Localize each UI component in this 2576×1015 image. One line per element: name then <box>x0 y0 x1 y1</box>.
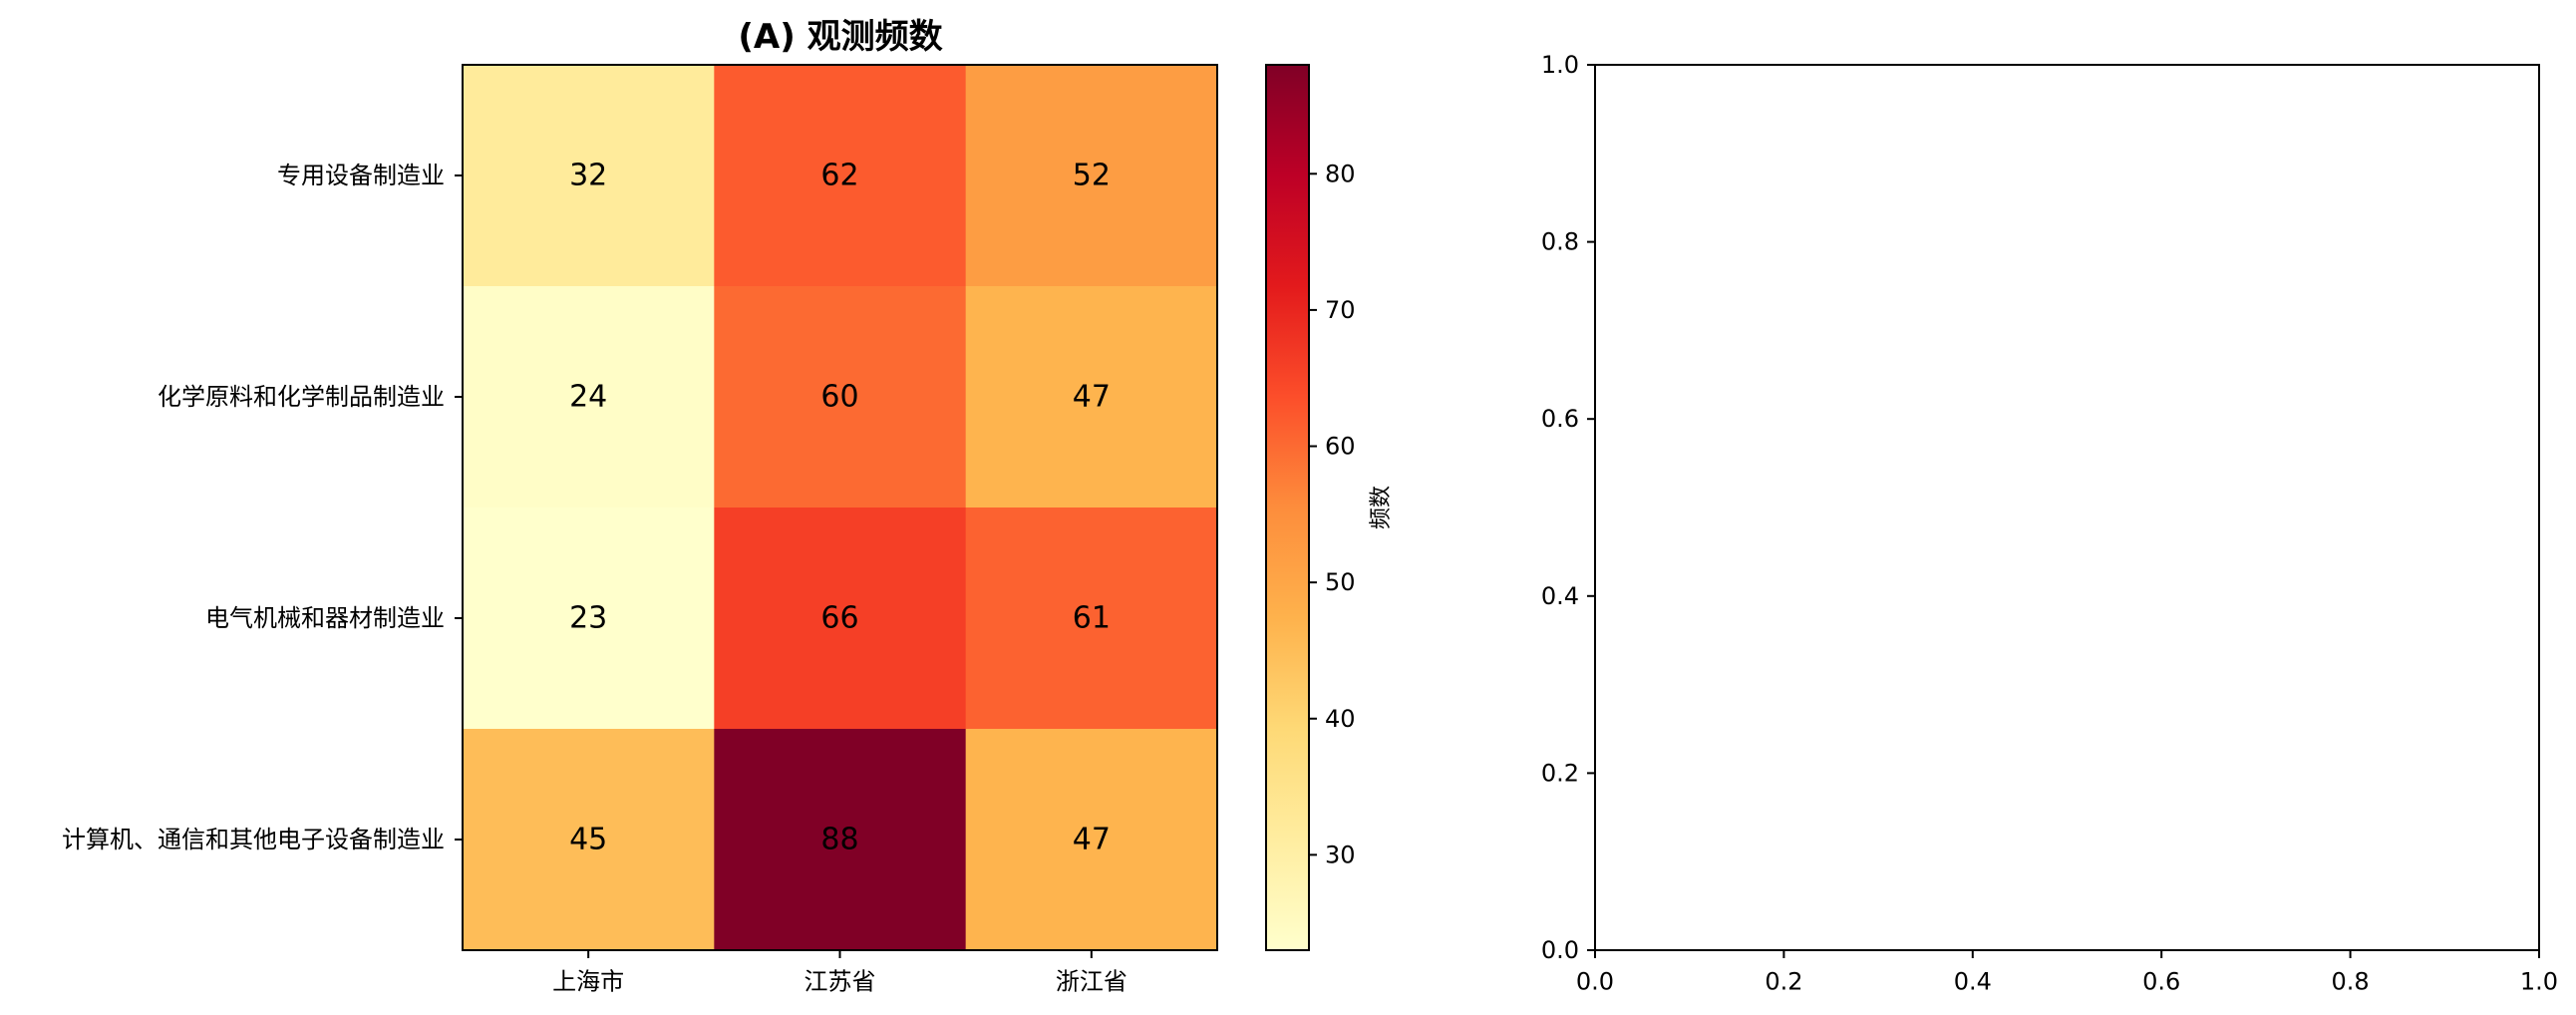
empty-axes-x-tick-label: 0.8 <box>2332 968 2370 996</box>
heatmap-cell-label: 62 <box>820 159 858 193</box>
heatmap-cell <box>965 729 1218 951</box>
heatmap-x-tick-label: 江苏省 <box>805 968 876 996</box>
heatmap-cell-label: 66 <box>820 601 858 636</box>
empty-axes-y-tick-label: 1.0 <box>1541 51 1579 79</box>
heatmap-cell-label: 32 <box>569 159 607 193</box>
empty-axes-x-tick-label: 0.6 <box>2142 968 2180 996</box>
heatmap-y-tick-label: 化学原料和化学制品制造业 <box>158 383 445 411</box>
heatmap-y-tick-labels: 专用设备制造业化学原料和化学制品制造业电气机械和器材制造业计算机、通信和其他电子… <box>62 162 463 853</box>
colorbar-tick-label: 60 <box>1325 433 1356 461</box>
heatmap-cell <box>965 65 1218 287</box>
heatmap-cell <box>463 65 715 287</box>
heatmap-cell-label: 60 <box>820 380 858 415</box>
heatmap-title: (A) 观测频数 <box>738 17 942 57</box>
colorbar-tick-label: 50 <box>1325 568 1356 596</box>
heatmap-cell <box>463 508 715 730</box>
colorbar-tick-label: 30 <box>1325 841 1356 868</box>
heatmap-x-tick-label: 浙江省 <box>1056 968 1127 996</box>
heatmap-cell-label: 52 <box>1073 159 1111 193</box>
heatmap-cell <box>714 286 967 508</box>
heatmap-cell <box>463 286 715 508</box>
colorbar-label: 频数 <box>1369 486 1394 529</box>
heatmap-y-tick-label: 计算机、通信和其他电子设备制造业 <box>62 826 445 853</box>
empty-axes-y-tick-label: 0.6 <box>1541 405 1579 433</box>
empty-axes-y-tick-label: 0.0 <box>1541 936 1579 964</box>
empty-axes-x-tick-label: 0.2 <box>1765 968 1802 996</box>
heatmap-cell-label: 45 <box>569 823 607 857</box>
heatmap-x-tick-labels: 上海市 江苏省 浙江省 <box>552 950 1127 996</box>
heatmap-cells <box>463 65 1218 951</box>
empty-axes-y-tick-label: 0.4 <box>1541 582 1579 610</box>
heatmap-cell-label: 88 <box>820 823 858 857</box>
heatmap-cell <box>714 65 967 287</box>
colorbar-tick-label: 70 <box>1325 296 1356 324</box>
heatmap-cell <box>965 508 1218 730</box>
heatmap-cell-label: 23 <box>569 601 607 636</box>
heatmap-y-tick-label: 电气机械和器材制造业 <box>205 604 445 632</box>
colorbar-tick-label: 40 <box>1325 705 1356 733</box>
heatmap-y-tick-label: 专用设备制造业 <box>277 162 445 189</box>
heatmap-cell <box>463 729 715 951</box>
empty-axes-y-ticks: 0.0 0.2 0.4 0.6 0.8 1.0 <box>1541 51 1595 964</box>
colorbar: 30 40 50 60 70 80 频数 <box>1265 64 1394 951</box>
empty-axes-x-tick-label: 0.0 <box>1576 968 1614 996</box>
heatmap-x-tick-label: 上海市 <box>552 968 624 996</box>
colorbar-gradient <box>1265 64 1310 951</box>
heatmap-cell-label: 61 <box>1073 601 1111 636</box>
empty-axes-x-tick-label: 1.0 <box>2520 968 2558 996</box>
heatmap-cell-label: 47 <box>1073 823 1111 857</box>
empty-axes-y-tick-label: 0.8 <box>1541 228 1579 256</box>
colorbar-tick-label: 80 <box>1325 160 1356 187</box>
heatmap-cell <box>714 508 967 730</box>
empty-axes-panel: 0.0 0.2 0.4 0.6 0.8 1.0 0.0 0.2 0.4 0.6 0.8 1.0 <box>1541 51 2558 996</box>
empty-axes-y-tick-label: 0.2 <box>1541 759 1579 787</box>
empty-axes-x-ticks: 0.0 0.2 0.4 0.6 0.8 1.0 <box>1576 950 2558 996</box>
colorbar-ticks: 30 40 50 60 70 80 <box>1309 160 1356 868</box>
heatmap-cell <box>965 286 1218 508</box>
empty-axes-x-tick-label: 0.4 <box>1954 968 1992 996</box>
heatmap-cell-labels: 32 62 52 24 60 47 23 66 61 45 88 47 <box>569 159 1111 857</box>
heatmap-cell <box>714 729 967 951</box>
heatmap-cell-label: 24 <box>569 380 607 415</box>
heatmap-panel: (A) 观测频数 32 62 52 24 60 47 23 66 61 45 88 47 专用设备制造… <box>62 17 1218 996</box>
heatmap-cell-label: 47 <box>1073 380 1111 415</box>
empty-axes-frame <box>1594 64 2540 951</box>
